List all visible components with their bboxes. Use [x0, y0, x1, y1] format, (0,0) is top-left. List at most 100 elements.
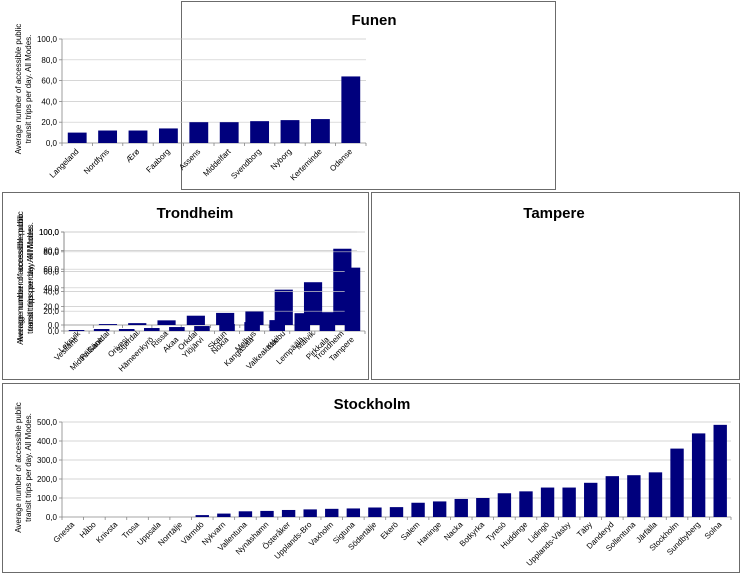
y-tick-label: 60,0: [43, 268, 59, 277]
trondheim-chart: Trondheim 0,0 20,0 40,0 60,0 80,0 100,0 Averag…: [16, 205, 358, 372]
x-tick-label: Faaborg: [144, 147, 171, 174]
bar-nyborg: [280, 120, 300, 143]
bar-svendborg: [250, 121, 270, 143]
bar-salem: [411, 502, 425, 517]
bar-huddinge: [519, 491, 533, 517]
y-tick-label: 40,0: [41, 97, 57, 106]
bar-nykvarn: [217, 513, 231, 517]
y-tick-label: 100,0: [39, 228, 60, 237]
bar-langeland: [67, 132, 87, 143]
x-tick-label: Svendborg: [229, 147, 263, 181]
bar-stj-rdal: [128, 323, 147, 325]
y-tick-label: 60,0: [43, 265, 59, 274]
y-axis-label: Average number of accessible public: [14, 24, 23, 155]
bar-nyn-shamn: [260, 510, 274, 517]
y-tick-label: 300,0: [37, 456, 58, 465]
bar--ster-ker: [281, 509, 296, 517]
stockholm-chart-panel: Stockholm 0,0 100,0 200,0 300,0 400,0 500,0 Av…: [2, 383, 740, 573]
y-tick-label: 100,0: [39, 228, 60, 237]
trondheim-chart-title: Trondheim: [157, 205, 234, 222]
y-tick-label: 0,0: [46, 139, 58, 148]
y-tick-label: 100,0: [37, 494, 58, 503]
y-tick-label: 0,0: [46, 513, 58, 522]
y-axis-label: transit trips per day. All Modes.: [26, 222, 35, 331]
bar-assens: [189, 122, 209, 143]
bar-odense: [341, 76, 361, 143]
bar-s-dert-lje: [368, 507, 382, 517]
x-tick-label: Ærø: [124, 147, 141, 164]
bar-liding-: [540, 487, 555, 517]
x-tick-label: Haninge: [416, 520, 444, 548]
bar-upplands-bro: [303, 509, 317, 517]
bar-midtre-gauldal: [98, 324, 118, 325]
x-tick-label: Nordfyns: [82, 147, 111, 176]
y-axis-label: transit trips per day. All Modes.: [24, 413, 33, 522]
y-tick-label: 80,0: [41, 56, 57, 65]
x-tick-label: Nyborg: [269, 147, 294, 172]
x-tick-label: Middelfart: [201, 147, 233, 179]
bar-v-rmd-: [195, 515, 209, 517]
x-tick-label: Langeland: [48, 147, 81, 180]
trondheim-chart-panel: Trondheim 0,0 20,0 40,0 60,0 80,0 100,0 Averag…: [2, 192, 369, 380]
bar-skaun: [216, 312, 235, 325]
y-tick-label: 20,0: [43, 302, 59, 311]
bar--r-: [128, 130, 148, 143]
y-tick-label: 0,0: [48, 321, 60, 330]
y-tick-label: 0,0: [48, 327, 60, 336]
bar-upplands-v-sby: [562, 487, 576, 517]
bar-kl-bu: [274, 289, 293, 325]
x-tick-label: Odense: [328, 147, 355, 174]
y-tick-label: 80,0: [43, 247, 59, 256]
bar-kerteminde: [310, 119, 330, 143]
bar-orkdal: [186, 315, 205, 325]
y-tick-label: 80,0: [43, 248, 59, 257]
bar-botkyrka: [476, 498, 490, 517]
y-tick-label: 500,0: [37, 418, 58, 427]
x-tick-label: Täby: [575, 520, 594, 539]
bar-nordfyns: [98, 130, 118, 143]
bar-sundbyberg: [691, 433, 706, 517]
x-tick-label: Assens: [177, 147, 202, 172]
funen-chart-panel: Funen 0,0 20,0 40,0 60,0 80,0 100,0 Average nu…: [14, 1, 556, 190]
stockholm-chart: Stockholm 0,0 100,0 200,0 300,0 400,0 500,0 Av…: [14, 396, 732, 568]
bar-valkeakoski: [269, 320, 285, 331]
x-tick-label: Kerteminde: [289, 147, 325, 183]
bar-stockholm: [670, 448, 684, 517]
y-tick-label: 400,0: [37, 437, 58, 446]
bar-faaborg: [158, 128, 178, 143]
y-tick-label: 100,0: [37, 35, 58, 44]
bar-j-rf-lla: [648, 472, 663, 517]
bar-nacka: [454, 498, 468, 517]
tampere-chart-title: Tampere: [523, 205, 584, 222]
bar-pirkkala: [319, 312, 336, 331]
bar-melhus: [245, 311, 264, 325]
bar-solna: [713, 424, 727, 517]
x-tick-label: Solna: [703, 520, 724, 541]
bar-tampere: [344, 267, 361, 331]
x-tick-label: Ekerö: [379, 520, 401, 542]
bar-yl-j-rvi: [194, 326, 210, 331]
bar-middelfart: [219, 122, 239, 143]
x-tick-label: Knivsta: [94, 520, 119, 545]
y-tick-label: 40,0: [43, 284, 59, 293]
bar-eker-: [389, 507, 404, 517]
y-tick-label: 20,0: [41, 118, 57, 127]
y-axis-label: Average number of accessible public: [14, 402, 23, 533]
y-axis-label: Average number of accessible public: [16, 214, 25, 345]
bar-lemp-l-: [294, 313, 311, 331]
funen-chart-title: Funen: [352, 12, 397, 29]
y-axis-label: transit trips per day. All Modes.: [26, 225, 35, 334]
x-tick-label: Gnesta: [52, 520, 77, 545]
x-tick-label: Norrtälje: [156, 520, 184, 548]
x-tick-label: Vaxholm: [307, 520, 335, 548]
y-tick-label: 40,0: [43, 287, 59, 296]
bar-sigtuna: [346, 508, 361, 517]
bar-akaa: [169, 327, 185, 331]
bar-t-by: [584, 482, 598, 517]
y-tick-label: 20,0: [43, 307, 59, 316]
bar-p-lk-ne: [93, 329, 110, 331]
y-axis-label: Average number of accessible public: [16, 211, 25, 342]
bar-orivesi: [118, 329, 135, 331]
tampere-chart: Tampere 0,0 20,0 40,0 60,0 80,0 100,0 Average …: [16, 205, 585, 373]
tampere-chart-panel: Tampere 0,0 20,0 40,0 60,0 80,0 100,0 Average …: [16, 192, 740, 380]
